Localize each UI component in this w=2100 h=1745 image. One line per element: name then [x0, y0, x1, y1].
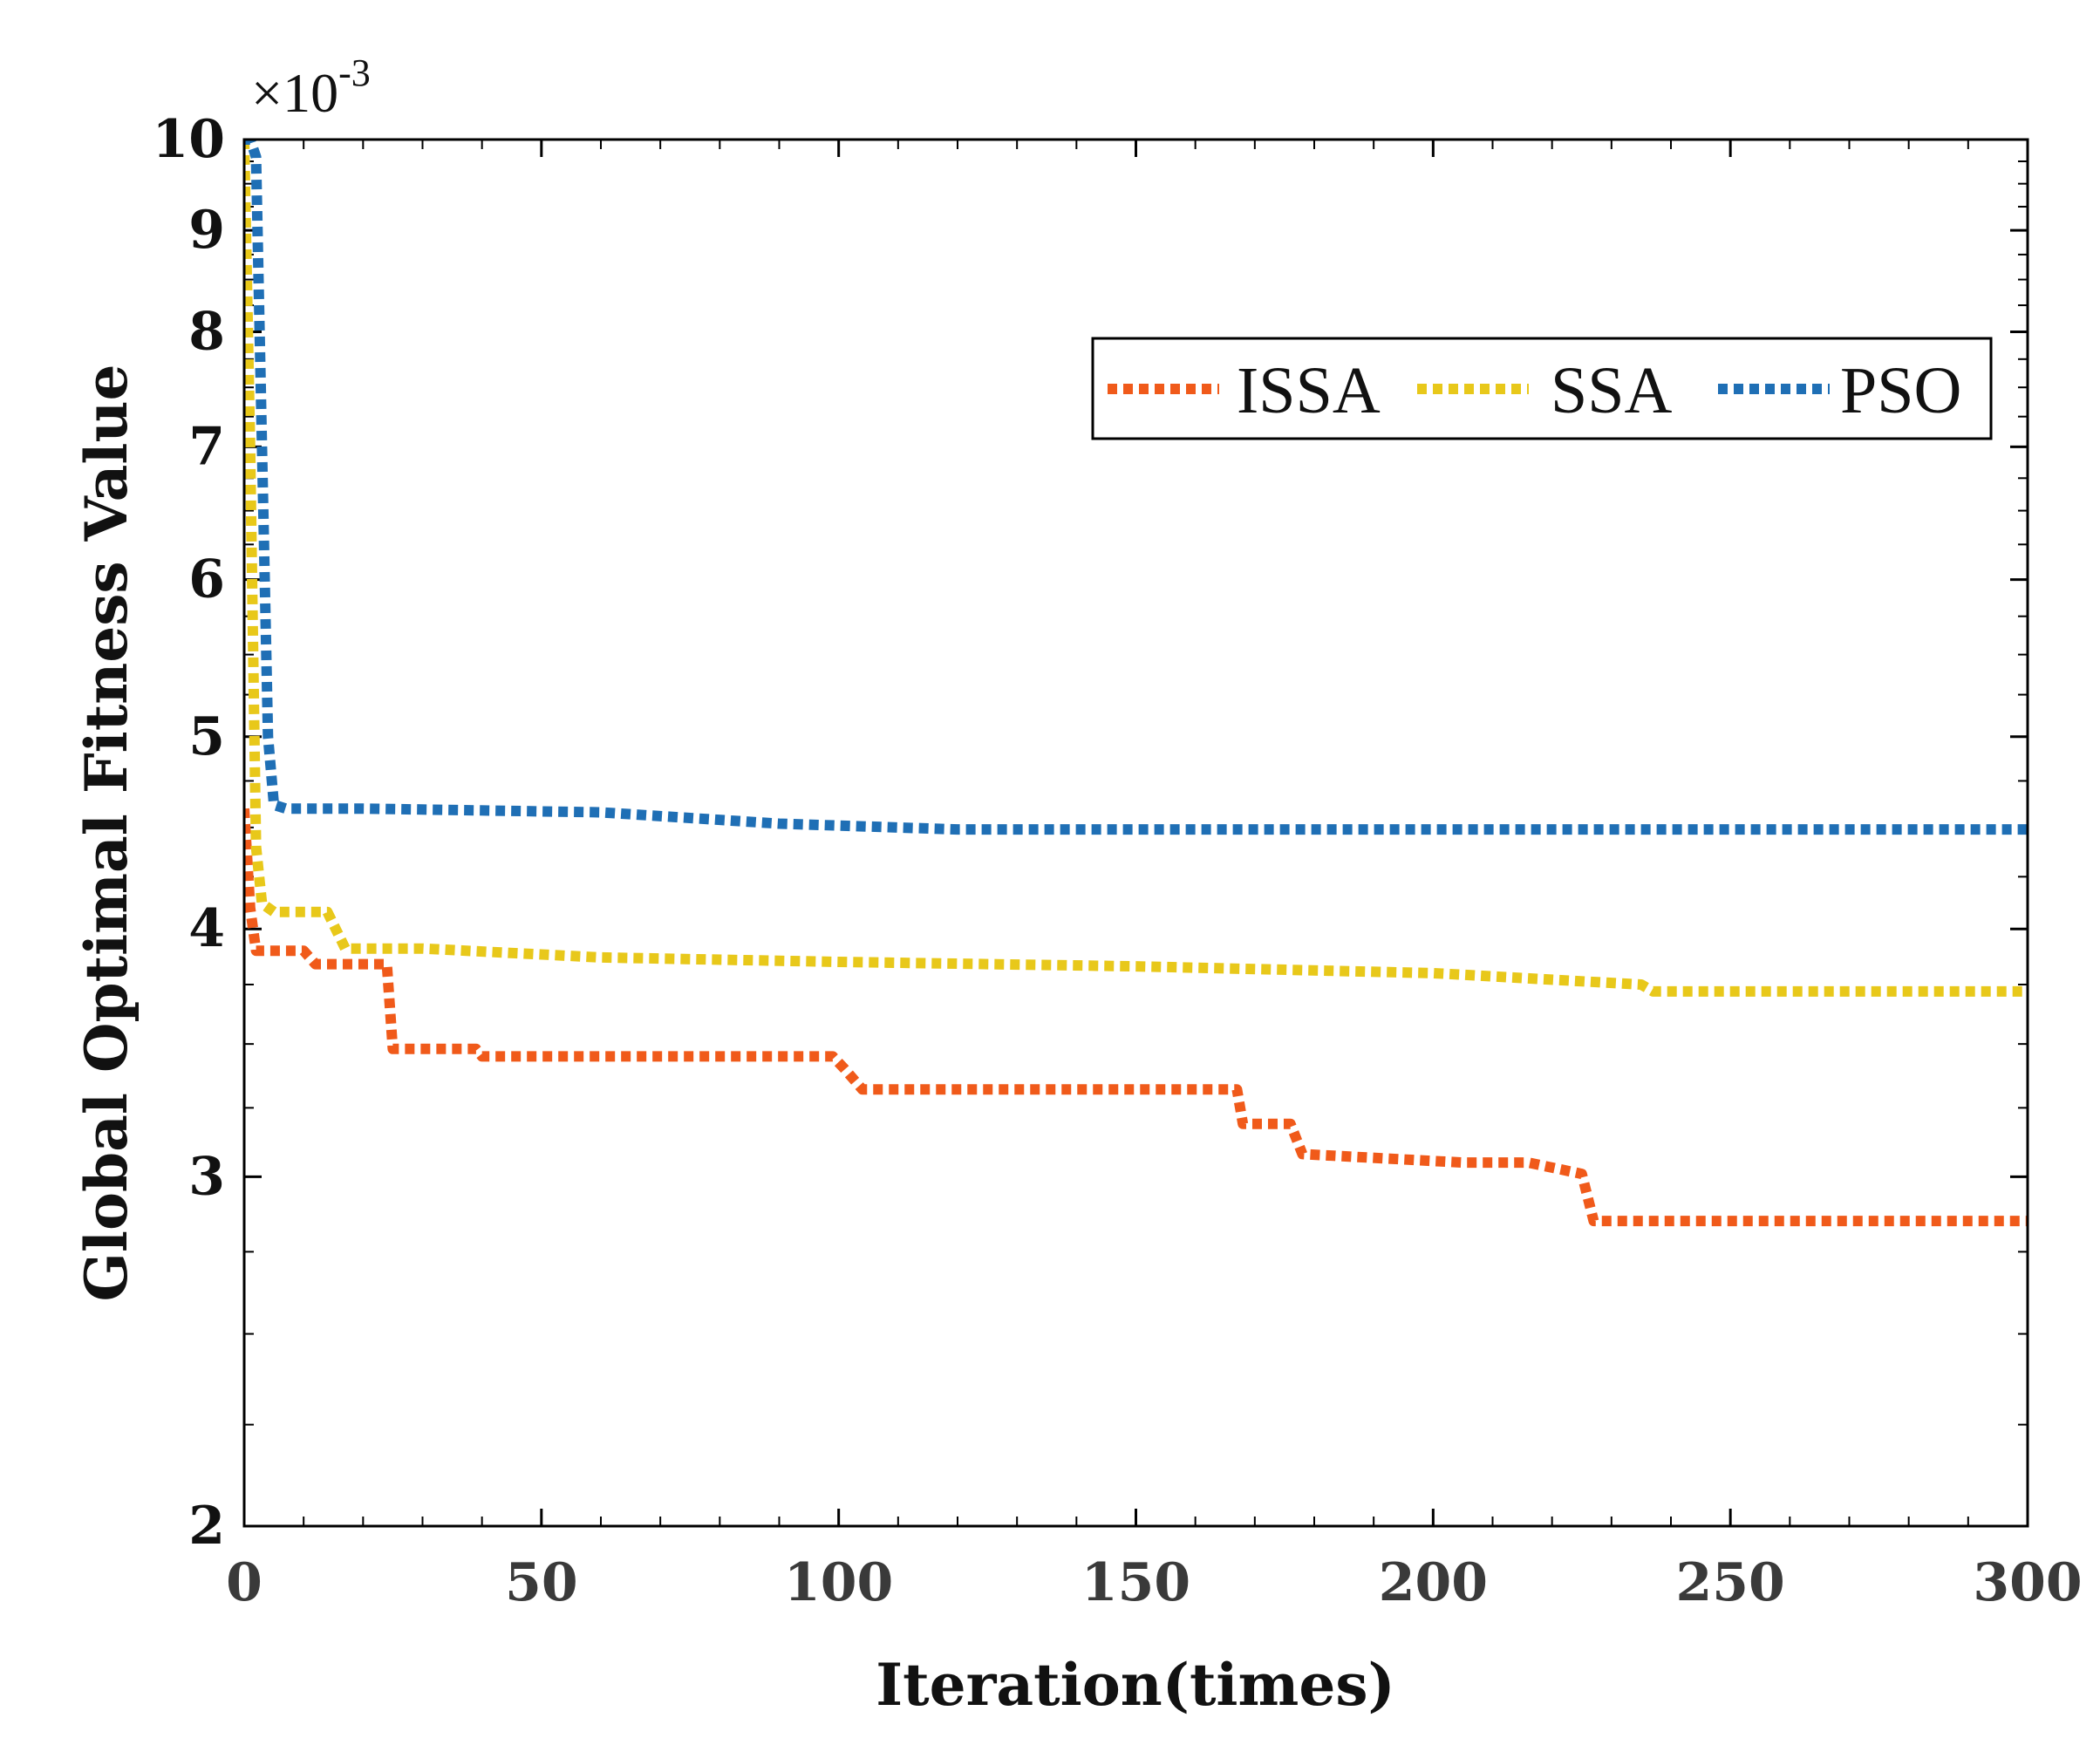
x-tick-label: 150: [1081, 1552, 1190, 1613]
y-tick-label: 4: [188, 898, 225, 959]
series-layer: [244, 140, 2028, 1227]
y-multiplier-label: ×10-3: [251, 51, 371, 124]
y-tick-label: 2: [188, 1496, 225, 1557]
y-tick-label: 9: [188, 200, 225, 261]
x-axis-ticks: 0 50 100 150 200 250 300: [226, 140, 2083, 1613]
series-line-ssa: [244, 140, 2028, 997]
series-line-pso: [244, 140, 2028, 835]
x-tick-label: 50: [505, 1552, 578, 1613]
y-tick-label: 3: [188, 1146, 225, 1207]
y-axis-ticks: 2 3 4 5 6 7 8 9 10: [153, 109, 2028, 1557]
y-tick-label: 8: [188, 301, 225, 362]
x-tick-label: 100: [784, 1552, 893, 1613]
series-line-issa: [244, 808, 2028, 1227]
plot-frame: [242, 138, 2029, 1528]
y-tick-label: 7: [188, 416, 225, 477]
y-tick-label: 5: [188, 706, 225, 767]
legend-box: [1091, 337, 1993, 440]
y-multiplier-base: ×10: [251, 62, 338, 124]
legend-label-issa: ISSA: [1237, 354, 1381, 427]
legend-label-pso: PSO: [1840, 354, 1961, 427]
legend-label-ssa: SSA: [1551, 354, 1673, 427]
x-tick-label: 250: [1676, 1552, 1785, 1613]
x-tick-label: 0: [226, 1552, 262, 1613]
y-axis-label: Global Optimal Fitness Value: [72, 365, 140, 1302]
x-axis-label: Iteration(times): [876, 1651, 1394, 1719]
x-tick-label: 200: [1379, 1552, 1488, 1613]
y-tick-label: 10: [153, 109, 226, 170]
y-tick-label: 6: [188, 549, 225, 610]
x-tick-label: 300: [1973, 1552, 2082, 1613]
legend: ISSA SSA PSO: [1091, 337, 1993, 440]
y-multiplier-exponent: -3: [338, 51, 371, 94]
